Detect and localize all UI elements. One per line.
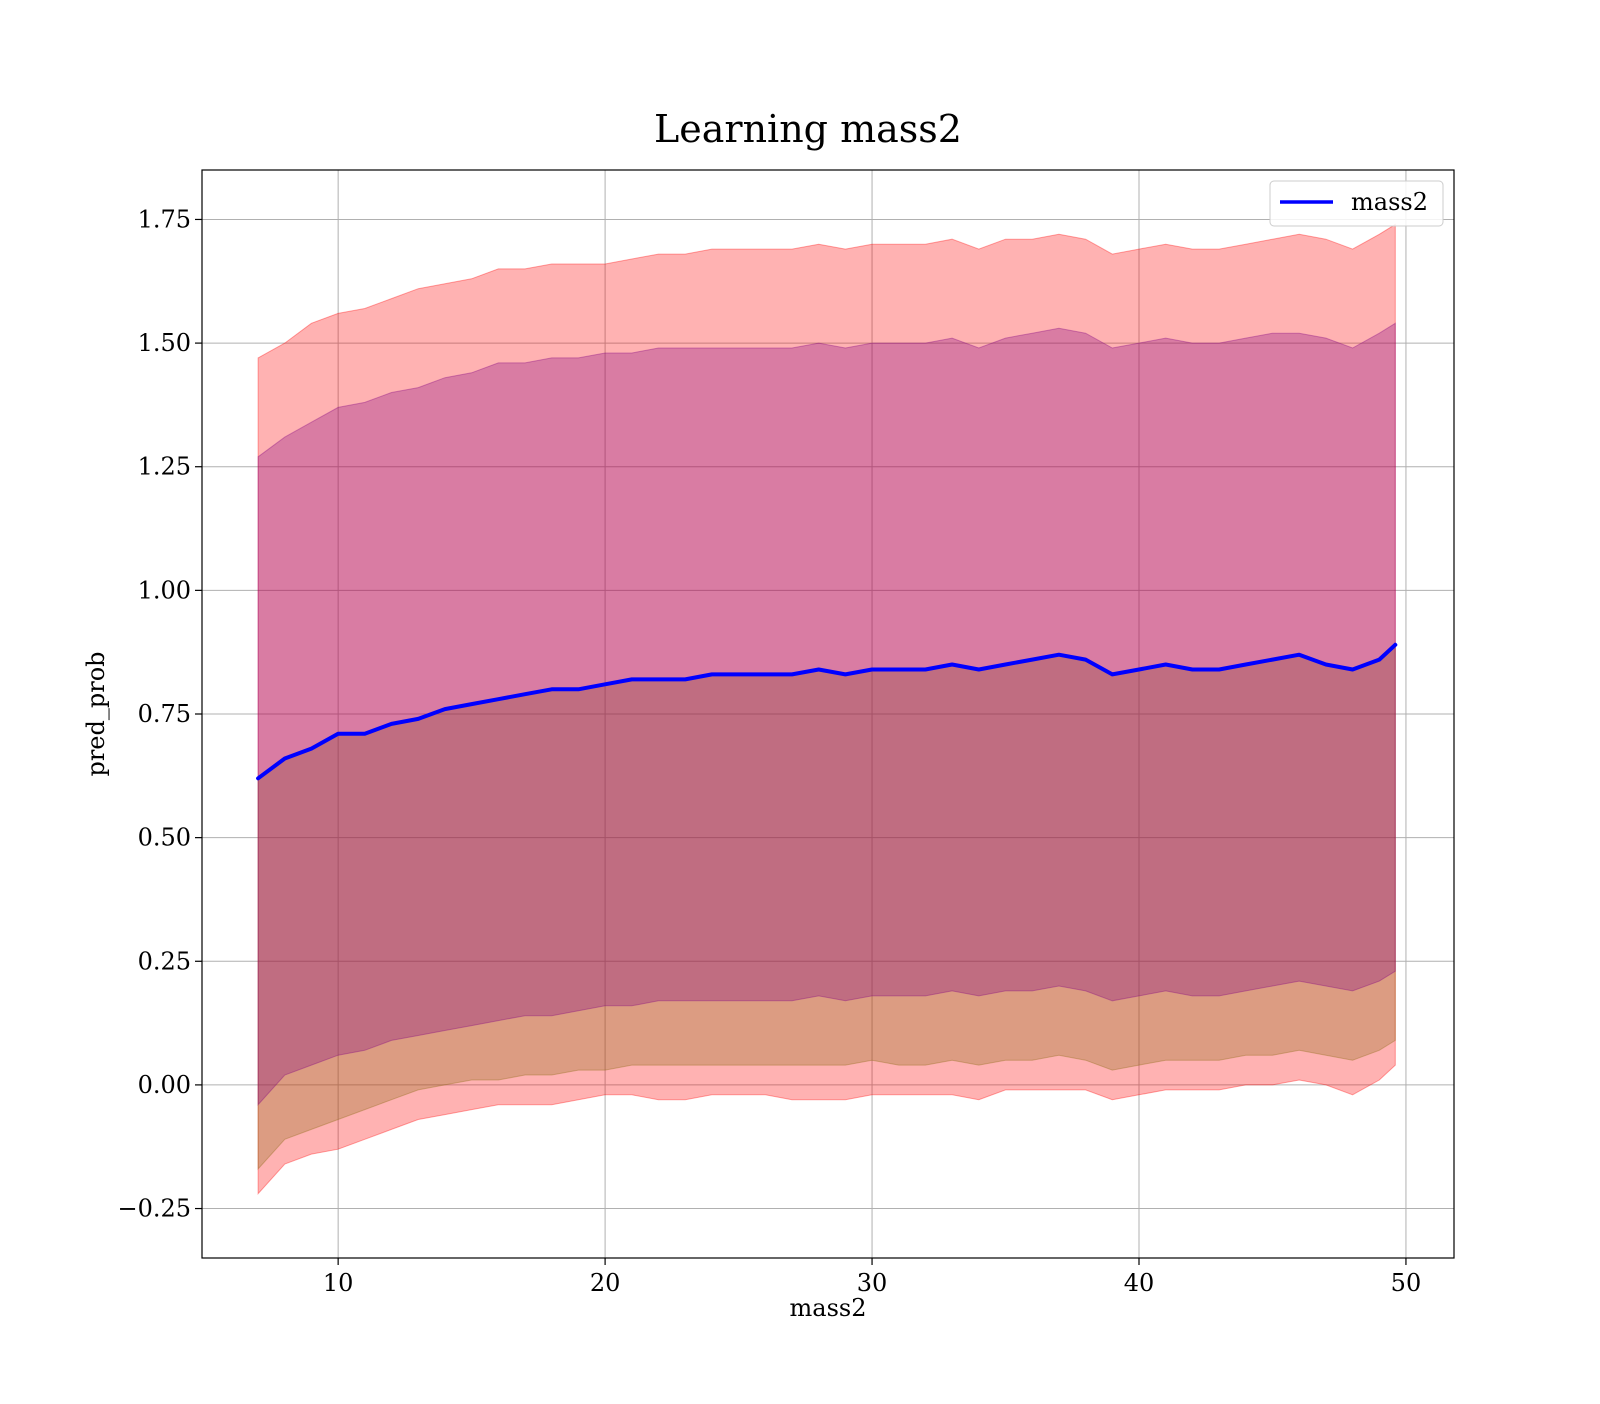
axis-layer: 10 20 30 40 50 −0.25 0.00 0.25 0.50 0.75 1.00 1.25 1… <box>117 205 1421 1297</box>
y-tick-label: 0.75 <box>138 700 191 728</box>
legend-label-mass2: mass2 <box>1351 188 1428 216</box>
y-tick-label: 0.00 <box>138 1071 191 1099</box>
y-tick-label: −0.25 <box>117 1195 191 1223</box>
y-tick-label: 1.00 <box>138 576 191 604</box>
y-tick-label: 1.50 <box>138 329 191 357</box>
y-tick-label: 0.50 <box>138 824 191 852</box>
x-tick-label: 20 <box>590 1269 621 1297</box>
chart-title: Learning mass2 <box>654 107 962 151</box>
x-tick-label: 50 <box>1391 1269 1422 1297</box>
band-layer <box>257 223 1396 1196</box>
confidence-band-3 <box>257 322 1396 1107</box>
y-tick-label: 1.75 <box>138 205 191 233</box>
legend-box <box>1269 180 1444 227</box>
x-axis-label: mass2 <box>790 1294 867 1322</box>
series-line-mass2 <box>256 642 1398 781</box>
x-tick-label: 40 <box>1124 1269 1155 1297</box>
legend: mass2 <box>1269 180 1444 227</box>
confidence-band-1 <box>257 223 1396 1196</box>
x-tick-label: 30 <box>857 1269 888 1297</box>
y-tick-label: 0.25 <box>138 947 191 975</box>
y-tick-label: 1.25 <box>138 453 191 481</box>
grid-layer <box>202 170 1454 1258</box>
plot-frame <box>201 169 1455 1259</box>
y-axis-label: pred_prob <box>82 651 110 776</box>
x-tick-label: 10 <box>323 1269 354 1297</box>
series-layer <box>256 642 1398 781</box>
